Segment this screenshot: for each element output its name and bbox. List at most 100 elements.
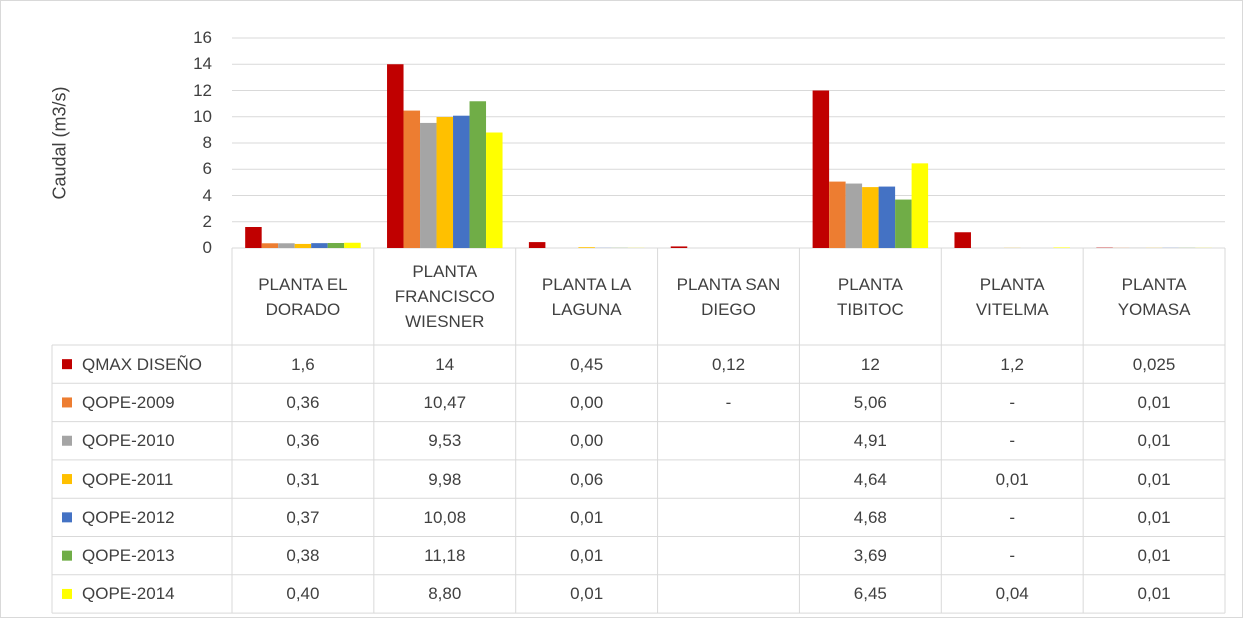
value-label: 0,01: [570, 507, 604, 527]
legend-label: QOPE-2009: [82, 392, 175, 412]
value-label: 4,68: [853, 507, 887, 527]
legend-label: QOPE-2012: [82, 507, 175, 527]
value-label: 5,06: [853, 392, 887, 412]
bar: [812, 90, 830, 248]
value-label: 0,31: [286, 469, 320, 489]
bar: [954, 232, 971, 248]
value-label: 10,08: [423, 507, 467, 527]
bar: [403, 110, 421, 248]
value-label: 8,80: [428, 584, 462, 604]
bar: [895, 199, 912, 248]
value-label: 0,01: [1137, 431, 1171, 451]
value-label: -: [725, 392, 732, 412]
bar: [486, 132, 503, 248]
category-header: PLANTA SAN DIEGO: [676, 274, 781, 319]
bar: [670, 246, 688, 248]
value-label: 6,45: [853, 584, 887, 604]
y-tick-label: 4: [202, 185, 212, 205]
legend-label: QOPE-2011: [82, 469, 174, 489]
legend-swatch: [62, 512, 72, 523]
value-label: 0,37: [286, 507, 320, 527]
value-label: 4,91: [853, 431, 887, 451]
category-header: PLANTA FRANCISCO WIESNER: [394, 262, 495, 331]
bar: [278, 243, 295, 248]
value-label: 0,12: [711, 354, 746, 374]
value-label: 0,01: [1137, 546, 1171, 566]
value-label: 14: [435, 354, 455, 374]
legend-swatch: [62, 474, 72, 485]
legend-label: QOPE-2014: [82, 584, 175, 604]
bar: [845, 183, 863, 248]
value-label: -: [1009, 431, 1016, 451]
bar: [327, 243, 345, 248]
legend-swatch: [62, 397, 72, 408]
bar: [261, 243, 279, 248]
y-tick-label: 0: [202, 238, 212, 257]
bar: [528, 242, 546, 248]
value-label: 10,47: [423, 392, 467, 412]
legend-label: QMAX DISEÑO: [82, 354, 202, 374]
value-label: 0,00: [570, 392, 604, 412]
value-label: 0,01: [1137, 507, 1171, 527]
bar: [578, 247, 595, 248]
bar: [862, 187, 879, 248]
value-label: 9,98: [428, 469, 462, 489]
bar: [387, 64, 404, 248]
bar: [294, 243, 312, 248]
bar: [453, 115, 470, 248]
legend-swatch: [62, 550, 72, 561]
value-label: -: [1009, 507, 1016, 527]
value-label: 0,01: [1137, 584, 1171, 604]
value-label: -: [1009, 546, 1016, 566]
legend-swatch: [62, 359, 72, 370]
value-label: 12: [860, 354, 880, 374]
value-label: 0,025: [1132, 354, 1176, 374]
value-label: 0,45: [570, 354, 604, 374]
legend-swatch: [62, 588, 72, 599]
y-tick-label: 6: [202, 159, 212, 179]
legend-label: QOPE-2010: [82, 431, 175, 451]
value-label: 0,01: [570, 584, 604, 604]
value-label: 0,40: [286, 584, 320, 604]
bar: [878, 186, 896, 248]
bar: [436, 117, 454, 248]
category-header: PLANTA LA LAGUNA: [541, 274, 632, 319]
bar: [1053, 247, 1070, 248]
value-label: 0,06: [570, 469, 604, 489]
bar: [829, 181, 846, 248]
bar: [420, 122, 437, 248]
y-tick-label: 16: [193, 28, 212, 47]
value-label: 1,6: [291, 354, 315, 374]
value-label: 0,01: [570, 546, 604, 566]
value-label: 0,01: [1137, 469, 1171, 489]
category-header: PLANTA TIBITOC: [836, 274, 904, 319]
value-label: 0,36: [286, 392, 320, 412]
y-tick-label: 2: [202, 211, 212, 231]
y-tick-label: 14: [193, 54, 212, 74]
y-tick-label: 8: [202, 133, 212, 152]
bar: [469, 101, 487, 248]
value-label: 0,36: [286, 431, 320, 451]
value-label: 1,2: [1000, 354, 1025, 374]
legend-label: QOPE-2013: [82, 546, 175, 566]
bar: [911, 163, 929, 248]
bar: [245, 227, 262, 248]
bar: [311, 243, 328, 248]
value-label: 0,01: [995, 469, 1029, 489]
category-header: PLANTA YOMASA: [1117, 274, 1191, 319]
value-label: 0,04: [995, 584, 1029, 604]
category-header: PLANTA EL DORADO: [258, 274, 348, 319]
y-axis-label: Caudal (m3/s): [49, 86, 70, 200]
value-label: 0,38: [286, 546, 320, 566]
value-label: 0,01: [1137, 392, 1171, 412]
value-label: -: [1009, 392, 1016, 412]
y-tick-label: 10: [193, 106, 212, 126]
bar: [344, 242, 361, 248]
value-label: 9,53: [428, 431, 462, 451]
legend-swatch: [62, 435, 72, 446]
value-label: 4,64: [853, 469, 887, 489]
value-label: 3,69: [853, 546, 887, 566]
value-label: 11,18: [424, 546, 466, 566]
